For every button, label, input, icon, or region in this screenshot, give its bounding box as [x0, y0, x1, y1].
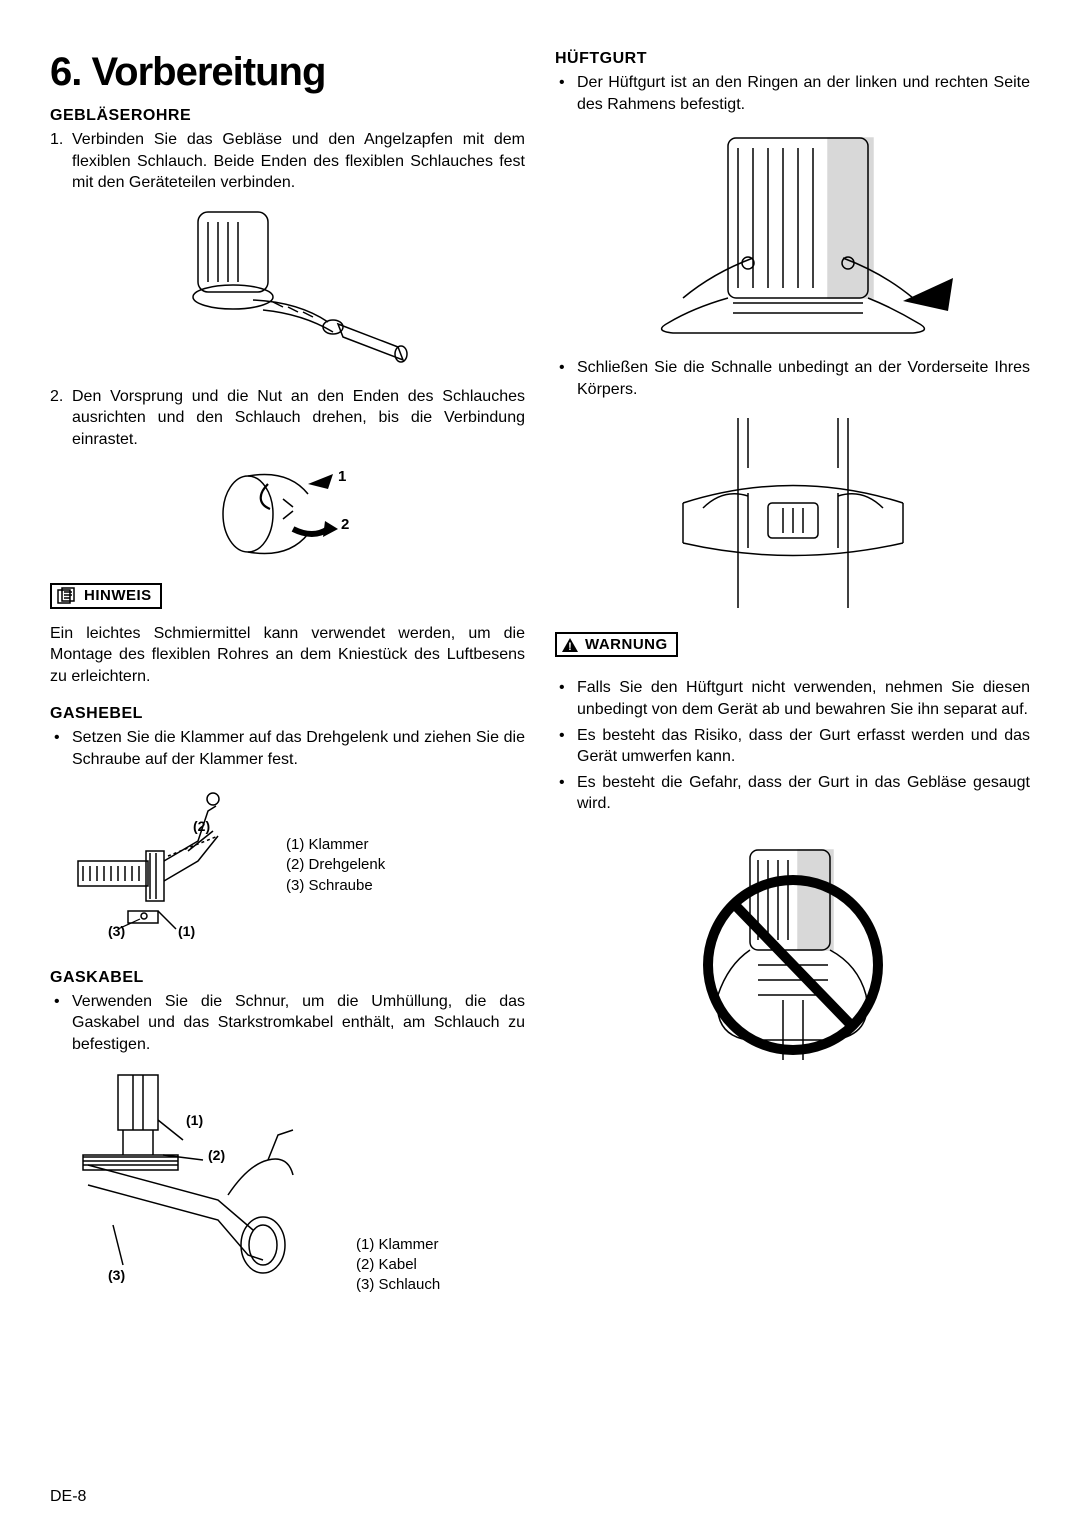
svg-text:(3): (3)	[108, 923, 125, 939]
legend-1: (1) Klammer	[356, 1235, 440, 1255]
hueftgurt-item-1: Der Hüftgurt ist an den Ringen an der li…	[555, 72, 1030, 115]
svg-text:(1): (1)	[178, 923, 195, 939]
warnung-2: Es besteht das Risiko, dass der Gurt erf…	[555, 725, 1030, 768]
figure-hueftgurt-1	[555, 123, 1030, 343]
hinweis-text: Ein leichtes Schmiermittel kann verwende…	[50, 623, 525, 688]
svg-text:(3): (3)	[108, 1267, 125, 1283]
step-2: Den Vorsprung und die Nut an den Enden d…	[50, 386, 525, 451]
left-column: 6. Vorbereitung GEBLÄSEROHRE Verbinden S…	[50, 50, 525, 1323]
legend-1: (1) Klammer	[286, 835, 385, 855]
warnung-1: Falls Sie den Hüftgurt nicht verwenden, …	[555, 677, 1030, 720]
figure-gashebel-row: (2) (1) (3) (1) Klammer (2) Drehgelenk (…	[50, 781, 525, 951]
figure-tube-twist: 1 2	[50, 459, 525, 569]
legend-2: (2) Drehgelenk	[286, 855, 385, 875]
figure-prohibited	[555, 835, 1030, 1075]
hinweis-box: HINWEIS	[50, 583, 162, 609]
page-number: DE-8	[50, 1488, 86, 1506]
warnung-box: ! WARNUNG	[555, 632, 678, 657]
gaskabel-item: Verwenden Sie die Schnur, um die Umhüllu…	[50, 991, 525, 1056]
heading-hueftgurt: HÜFTGURT	[555, 50, 1030, 68]
figure-blower-tube	[50, 202, 525, 372]
svg-text:!: !	[568, 641, 572, 653]
note-icon	[56, 587, 78, 605]
svg-text:1: 1	[338, 468, 346, 485]
warning-icon: !	[561, 637, 579, 653]
hueftgurt-item-2: Schließen Sie die Schnalle unbedingt an …	[555, 357, 1030, 400]
heading-geblaeserohre: GEBLÄSEROHRE	[50, 107, 525, 125]
svg-text:(1): (1)	[186, 1112, 203, 1128]
heading-gaskabel: GASKABEL	[50, 969, 525, 987]
legend-2: (2) Kabel	[356, 1255, 440, 1275]
step-1: Verbinden Sie das Gebläse und den Angelz…	[50, 129, 525, 194]
section-geblaeserohre: GEBLÄSEROHRE Verbinden Sie das Gebläse u…	[50, 107, 525, 569]
section-gaskabel: GASKABEL Verwenden Sie die Schnur, um di…	[50, 969, 525, 1306]
warnung-3: Es besteht die Gefahr, dass der Gurt in …	[555, 772, 1030, 815]
warnung-label: WARNUNG	[585, 636, 668, 653]
warnung-list: Falls Sie den Hüftgurt nicht verwenden, …	[555, 677, 1030, 815]
page-title: 6. Vorbereitung	[50, 50, 525, 95]
gashebel-item: Setzen Sie die Klammer auf das Drehgelen…	[50, 727, 525, 770]
heading-gashebel: GASHEBEL	[50, 705, 525, 723]
right-column: HÜFTGURT Der Hüftgurt ist an den Ringen …	[555, 50, 1030, 1323]
svg-text:(2): (2)	[208, 1147, 225, 1163]
legend-3: (3) Schraube	[286, 876, 385, 896]
gaskabel-legend: (1) Klammer (2) Kabel (3) Schlauch	[356, 1235, 440, 1296]
hinweis-label: HINWEIS	[84, 587, 152, 604]
legend-3: (3) Schlauch	[356, 1275, 440, 1295]
svg-text:(2): (2)	[193, 818, 210, 834]
section-hueftgurt: HÜFTGURT Der Hüftgurt ist an den Ringen …	[555, 50, 1030, 618]
section-gashebel: GASHEBEL Setzen Sie die Klammer auf das …	[50, 705, 525, 950]
figure-gaskabel-row: (1) (2) (3) (1) Klammer (2) Kabel (3) Sc…	[50, 1065, 525, 1305]
figure-gaskabel: (1) (2) (3)	[68, 1065, 328, 1305]
figure-gashebel: (2) (1) (3)	[68, 781, 258, 951]
gashebel-legend: (1) Klammer (2) Drehgelenk (3) Schraube	[286, 835, 385, 896]
figure-hueftgurt-2	[555, 408, 1030, 618]
svg-text:2: 2	[341, 516, 349, 533]
